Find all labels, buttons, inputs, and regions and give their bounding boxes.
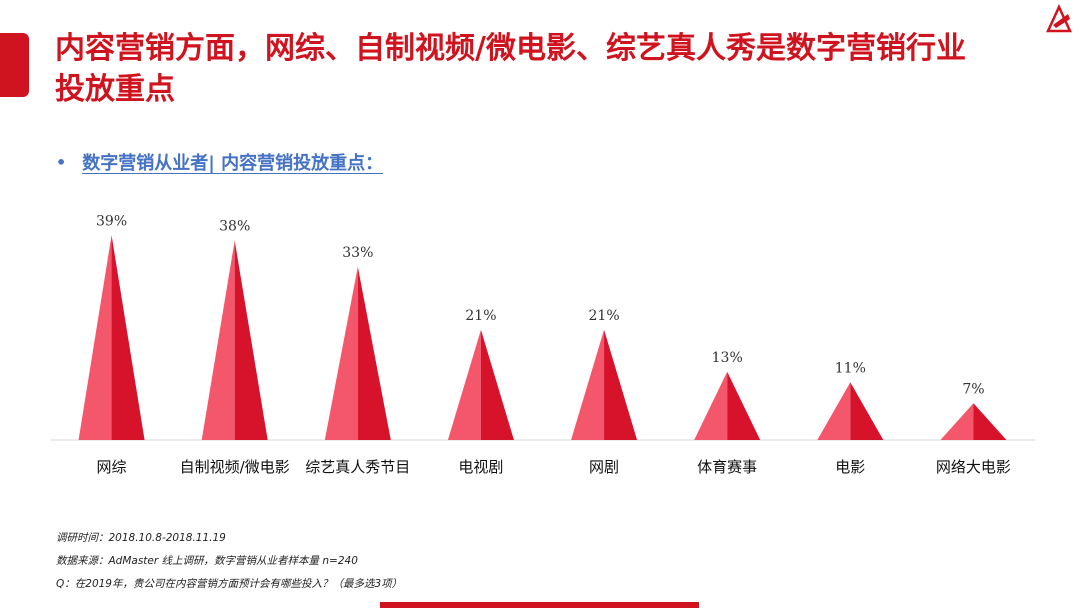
- category-label-6: 体育赛事: [697, 458, 757, 476]
- cone-bar-1: [78, 235, 145, 440]
- cone-left-face: [447, 329, 481, 440]
- data-label-4: 21%: [465, 308, 496, 324]
- cone-left-face: [78, 235, 112, 440]
- data-label-2: 38%: [219, 219, 250, 235]
- data-labels: 39% 38% 33% 21% 21% 13% 11% 7%: [96, 213, 985, 397]
- cone-left-face: [324, 266, 358, 440]
- category-label-3: 综艺真人秀节目: [305, 458, 410, 476]
- cone-bar-5: [571, 329, 638, 440]
- data-label-8: 7%: [962, 381, 984, 397]
- data-label-7: 11%: [835, 360, 866, 376]
- cone-right-face: [234, 240, 268, 440]
- cone-right-face: [111, 235, 145, 440]
- cone-bar-chart: 39% 38% 33% 21% 21% 13% 11% 7% 网综 自制视频/微电影 综艺真人秀节…: [50, 213, 1035, 476]
- category-label-8: 网络大电影: [936, 458, 1011, 476]
- cone-bar-8: [940, 403, 1007, 440]
- category-label-5: 网剧: [589, 458, 619, 476]
- data-label-1: 39%: [96, 213, 127, 229]
- cone-right-face: [727, 371, 761, 440]
- category-labels: 网综 自制视频/微电影 综艺真人秀节目 电视剧 网剧 体育赛事 电影 网络大电影: [97, 458, 1011, 476]
- note-survey-time: 调研时间：2018.10.8-2018.11.19: [56, 532, 226, 544]
- cone-left-face: [694, 371, 728, 440]
- category-label-1: 网综: [97, 458, 127, 476]
- cone-bar-6: [694, 371, 761, 440]
- subtitle-text: 数字营销从业者| 内容营销投放重点：: [82, 153, 384, 174]
- brand-logo-icon: [1046, 4, 1072, 33]
- cone-bar-4: [447, 329, 514, 440]
- cone-right-face: [480, 329, 514, 440]
- cone-right-face: [850, 382, 884, 440]
- category-label-4: 电视剧: [458, 458, 503, 476]
- cone-right-face: [973, 403, 1007, 440]
- cone-right-face: [604, 329, 638, 440]
- footnotes: 调研时间：2018.10.8-2018.11.19 数据来源：AdMaster …: [56, 527, 402, 596]
- category-label-7: 电影: [835, 458, 865, 476]
- data-label-6: 13%: [712, 350, 743, 366]
- category-label-2: 自制视频/微电影: [180, 458, 290, 476]
- note-data-source: 数据来源：AdMaster 线上调研，数字营销从业者样本量 n=240: [56, 555, 358, 567]
- cone-right-face: [357, 266, 391, 440]
- cone-marks: [78, 235, 1007, 440]
- title-accent-bar: [0, 33, 29, 97]
- data-label-5: 21%: [589, 308, 620, 324]
- bottom-accent-bar: [380, 602, 699, 608]
- cone-left-face: [571, 329, 605, 440]
- cone-left-face: [201, 240, 235, 440]
- note-question: Q：在2019年，贵公司在内容营销方面预计会有哪些投入？（最多选3项）: [56, 578, 403, 590]
- cone-left-face: [940, 403, 974, 440]
- cone-bar-7: [817, 382, 884, 440]
- cone-bar-2: [201, 240, 268, 440]
- cone-bar-3: [324, 266, 391, 440]
- subtitle-bullet: •: [56, 152, 67, 172]
- cone-left-face: [817, 382, 851, 440]
- page-title: 内容营销方面，网综、自制视频/微电影、综艺真人秀是数字营销行业投放重点: [55, 31, 966, 107]
- data-label-3: 33%: [342, 245, 373, 261]
- chart-subtitle: • 数字营销从业者| 内容营销投放重点：: [56, 149, 383, 175]
